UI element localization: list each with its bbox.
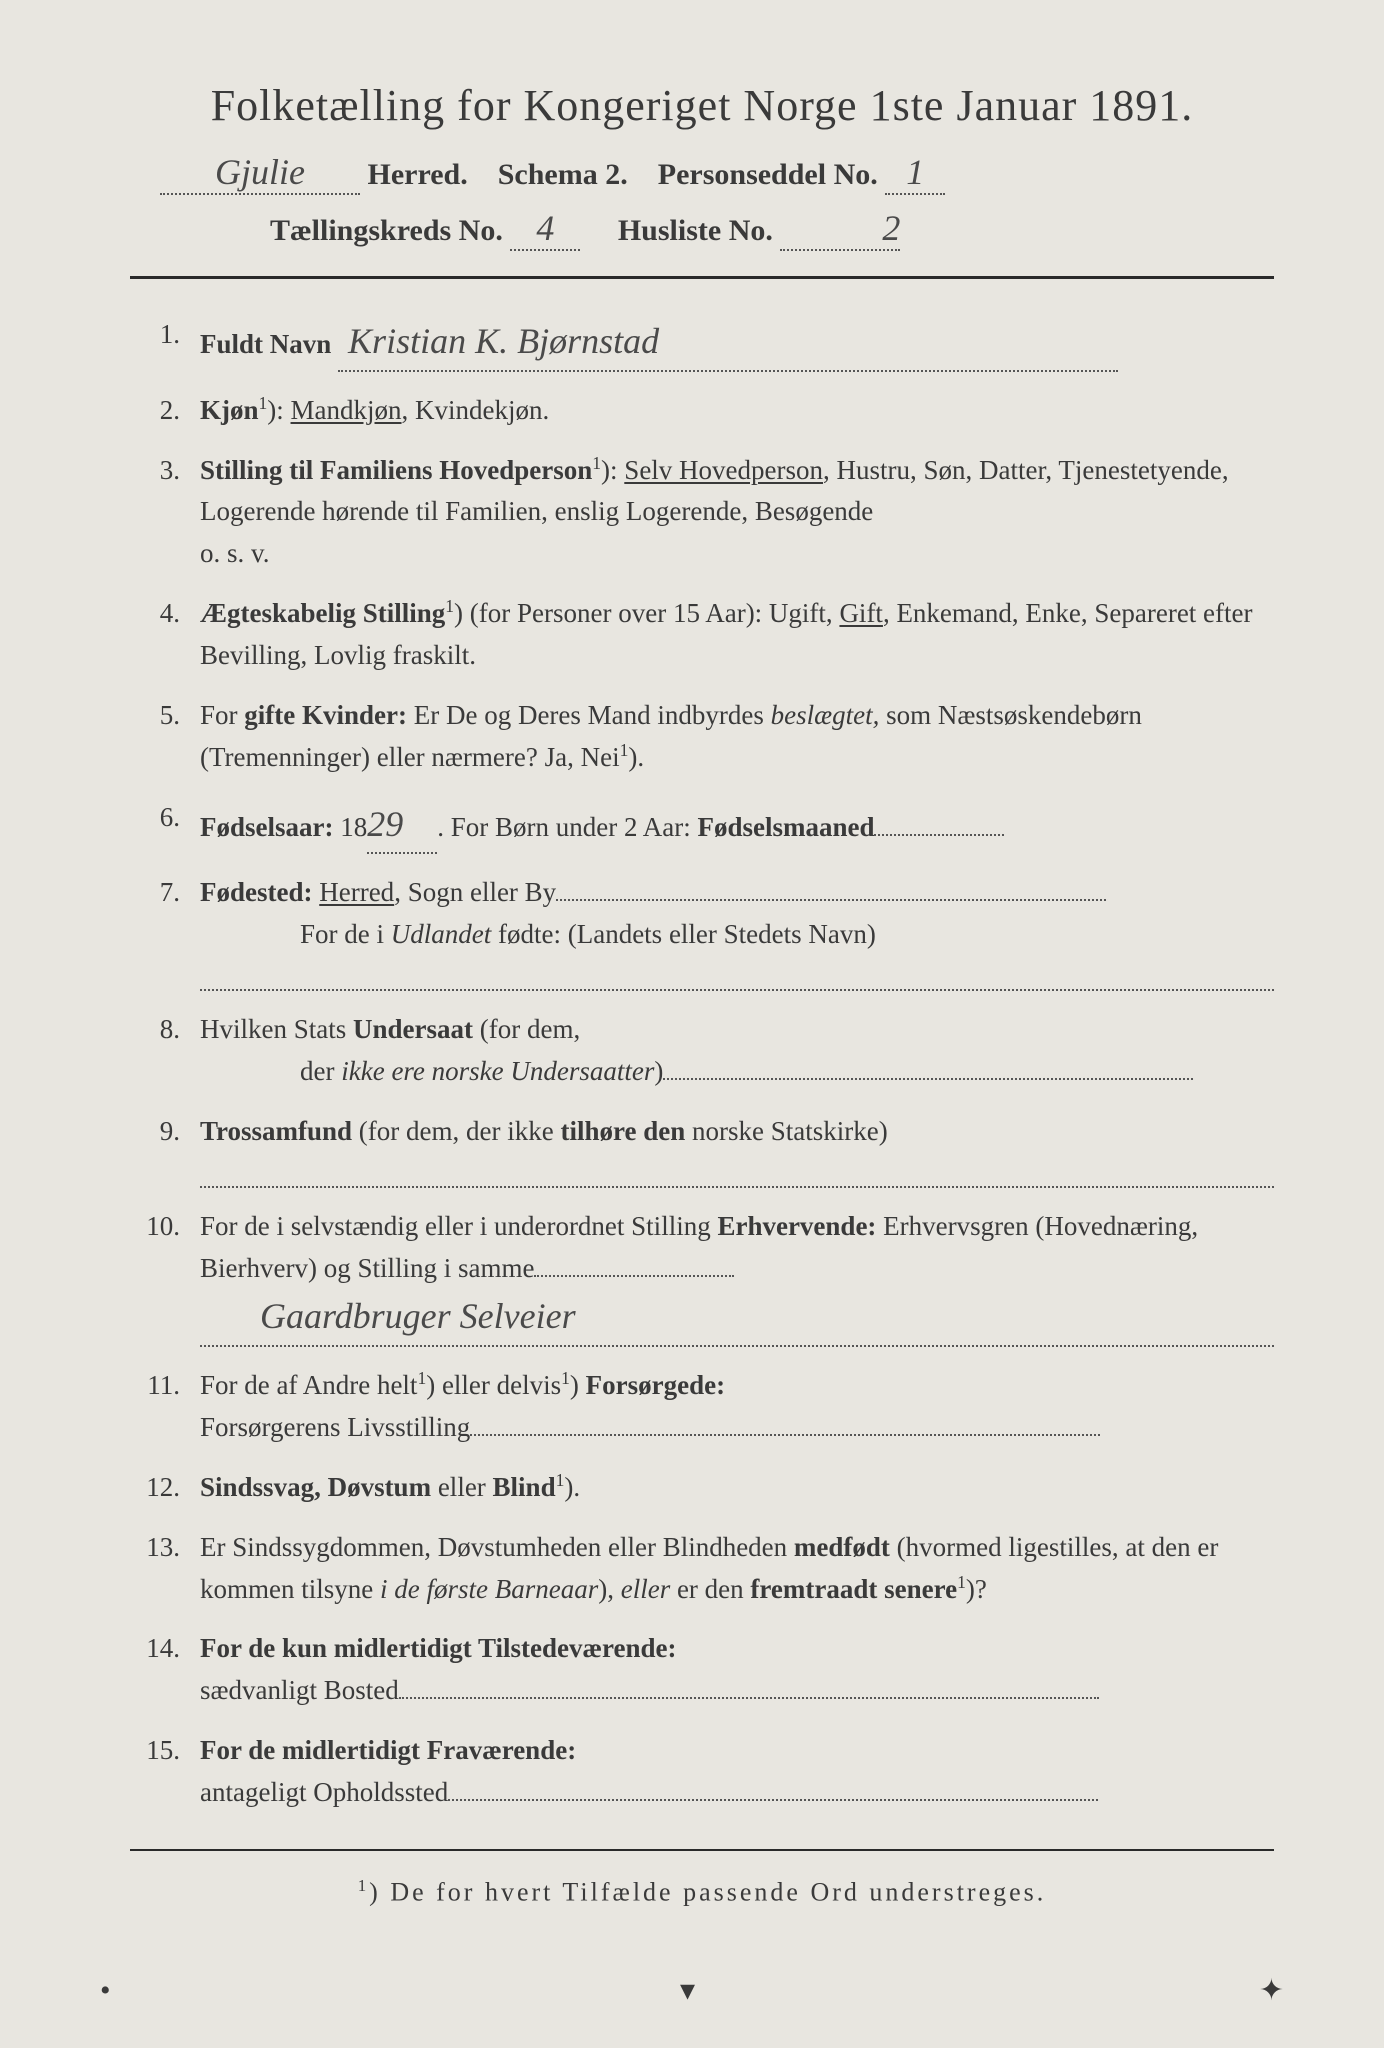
item-4: 4. Ægteskabelig Stilling1) (for Personer… — [130, 593, 1274, 677]
herred-label: Herred. — [368, 158, 468, 191]
item-8: 8. Hvilken Stats Undersaat (for dem, der… — [130, 1009, 1274, 1093]
personseddel-value: 1 — [885, 151, 945, 195]
item-13: 13. Er Sindssygdommen, Døvstumheden elle… — [130, 1527, 1274, 1611]
footnote: 1) De for hvert Tilfælde passende Ord un… — [130, 1876, 1274, 1908]
personseddel-label: Personseddel No. — [658, 158, 878, 191]
q2-label: Kjøn — [200, 395, 259, 425]
num-15: 15. — [130, 1730, 200, 1814]
herred-value: Gjulie — [160, 151, 360, 195]
q11-label: Forsørgede: — [586, 1370, 725, 1400]
num-14: 14. — [130, 1628, 200, 1712]
item-9: 9. Trossamfund (for dem, der ikke tilhør… — [130, 1111, 1274, 1188]
q1-label: Fuldt Navn — [200, 329, 331, 359]
q9-label: Trossamfund — [200, 1116, 352, 1146]
q5-label: gifte Kvinder: — [244, 700, 407, 730]
mark-left: • — [100, 1974, 111, 2008]
q7-label: Fødested: — [200, 877, 312, 907]
divider-bottom — [130, 1849, 1274, 1851]
kreds-label: Tællingskreds No. — [270, 214, 503, 247]
item-1: 1. Fuldt Navn Kristian K. Bjørnstad — [130, 314, 1274, 372]
page-title: Folketælling for Kongeriget Norge 1ste J… — [130, 80, 1274, 131]
q12-label: Sindssvag, Døvstum — [200, 1472, 431, 1502]
q2-selected: Mandkjøn — [291, 395, 402, 425]
husliste-label: Husliste No. — [618, 214, 773, 247]
q10-value: Gaardbruger Selveier — [200, 1289, 1274, 1347]
q14-label: For de kun midlertidigt Tilstedeværende: — [200, 1633, 677, 1663]
item-10: 10. For de i selvstændig eller i underor… — [130, 1206, 1274, 1347]
num-6: 6. — [130, 797, 200, 855]
num-7: 7. — [130, 872, 200, 991]
q8-label: Undersaat — [353, 1014, 473, 1044]
item-14: 14. For de kun midlertidigt Tilstedevære… — [130, 1628, 1274, 1712]
form-header: Folketælling for Kongeriget Norge 1ste J… — [130, 80, 1274, 251]
num-9: 9. — [130, 1111, 200, 1188]
num-2: 2. — [130, 390, 200, 432]
item-6: 6. Fødselsaar: 1829. For Børn under 2 Aa… — [130, 797, 1274, 855]
mark-right: ✦ — [1259, 1973, 1284, 2008]
num-13: 13. — [130, 1527, 200, 1611]
q3-label: Stilling til Familiens Hovedperson — [200, 455, 592, 485]
num-5: 5. — [130, 695, 200, 779]
schema-label: Schema 2. — [498, 158, 628, 191]
subheader-1: Gjulie Herred. Schema 2. Personseddel No… — [130, 151, 1274, 195]
form-body: 1. Fuldt Navn Kristian K. Bjørnstad 2. K… — [130, 314, 1274, 1814]
q3-selected: Selv Hovedperson — [624, 455, 823, 485]
kreds-value: 4 — [510, 207, 580, 251]
item-15: 15. For de midlertidigt Fraværende: anta… — [130, 1730, 1274, 1814]
q7-selected: Herred — [319, 877, 394, 907]
q4-label: Ægteskabelig Stilling — [200, 598, 445, 628]
item-3: 3. Stilling til Familiens Hovedperson1):… — [130, 450, 1274, 576]
num-12: 12. — [130, 1467, 200, 1509]
husliste-value: 2 — [780, 207, 900, 251]
item-5: 5. For gifte Kvinder: Er De og Deres Man… — [130, 695, 1274, 779]
item-12: 12. Sindssvag, Døvstum eller Blind1). — [130, 1467, 1274, 1509]
q10-label: Erhvervende: — [717, 1211, 876, 1241]
q6-value: 29 — [367, 797, 437, 855]
num-8: 8. — [130, 1009, 200, 1093]
item-7: 7. Fødested: Herred, Sogn eller By For d… — [130, 872, 1274, 991]
num-1: 1. — [130, 314, 200, 372]
q6-label: Fødselsaar: — [200, 812, 333, 842]
subheader-2: Tællingskreds No. 4 Husliste No. 2 — [130, 207, 1274, 251]
num-11: 11. — [130, 1365, 200, 1449]
num-10: 10. — [130, 1206, 200, 1347]
q1-value: Kristian K. Bjørnstad — [338, 314, 1118, 372]
divider-top — [130, 276, 1274, 279]
mark-mid: ▾ — [680, 1973, 695, 2008]
num-4: 4. — [130, 593, 200, 677]
item-2: 2. Kjøn1): Mandkjøn, Kvindekjøn. — [130, 390, 1274, 432]
num-3: 3. — [130, 450, 200, 576]
q15-label: For de midlertidigt Fraværende: — [200, 1735, 576, 1765]
item-11: 11. For de af Andre helt1) eller delvis1… — [130, 1365, 1274, 1449]
q4-selected: Gift — [839, 598, 883, 628]
